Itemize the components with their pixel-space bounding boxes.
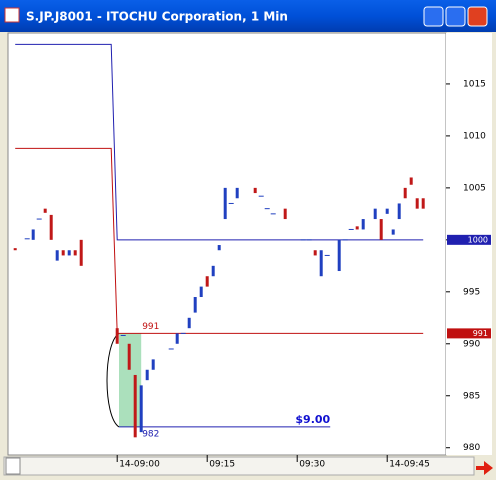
candle (145, 369, 149, 381)
candle (175, 333, 179, 344)
y-tick-label: 990 (463, 339, 480, 349)
level-line (15, 147, 424, 334)
candle (403, 187, 407, 199)
title-bar (0, 0, 496, 32)
candle (337, 239, 341, 272)
level-line (15, 43, 424, 241)
plot-area (7, 32, 447, 456)
measure-bracket (106, 332, 120, 428)
candle (187, 317, 191, 329)
candle (199, 286, 203, 298)
candle (342, 239, 348, 241)
y-tick-label: 980 (463, 443, 480, 453)
x-tick-label: 14-09:00 (119, 460, 160, 470)
candle (67, 250, 71, 256)
y-tick-label: 1010 (463, 131, 486, 141)
candle (127, 343, 131, 370)
candle (258, 195, 264, 197)
candle (361, 219, 365, 230)
candle (193, 297, 197, 313)
candle (397, 203, 401, 220)
minimize-button[interactable] (423, 6, 444, 27)
candle (24, 238, 30, 240)
candle (235, 187, 239, 199)
measure-amount: $9.00 (295, 413, 330, 426)
candle (355, 226, 359, 230)
y-tick-label: 1015 (463, 79, 486, 89)
price-tag (447, 328, 491, 339)
candle (300, 239, 306, 241)
scroll-thumb[interactable] (5, 457, 21, 475)
y-tick-label: 985 (463, 391, 480, 401)
candle (133, 374, 137, 438)
candle (211, 265, 215, 277)
candle (264, 208, 270, 210)
candle (151, 359, 155, 370)
candle (385, 208, 389, 214)
measure-high-label: 991 (142, 322, 159, 332)
x-tick-label: 09:30 (299, 460, 325, 470)
candle (49, 214, 53, 240)
candle (228, 202, 234, 204)
candle (115, 328, 119, 344)
candle (306, 239, 312, 241)
candle (13, 248, 17, 251)
candle (270, 213, 276, 215)
candle (324, 254, 330, 256)
y-tick-label: 995 (463, 287, 480, 297)
scrollbar[interactable] (3, 456, 475, 476)
candle (223, 187, 227, 220)
candle (319, 250, 323, 277)
scroll-right-arrow[interactable] (476, 461, 493, 475)
candle (313, 250, 317, 256)
x-tick-label: 09:15 (209, 460, 235, 470)
price-tag (447, 234, 491, 245)
candle (373, 208, 377, 220)
candle (283, 208, 287, 220)
candle (36, 218, 42, 220)
candle (61, 250, 65, 256)
candle (43, 208, 47, 213)
candle (391, 229, 395, 235)
candle (79, 239, 83, 266)
price-tag-label: 991 (473, 329, 488, 338)
candle (415, 198, 419, 209)
candle (421, 198, 425, 209)
x-tick-label: 14-09:45 (389, 460, 430, 470)
y-tick-label: 1005 (463, 183, 486, 193)
measure-low-label: 982 (142, 429, 159, 439)
candle (73, 250, 77, 256)
candle (217, 245, 221, 251)
candle (55, 250, 59, 261)
close-button[interactable] (467, 6, 488, 27)
candle (205, 276, 209, 287)
candle (168, 348, 174, 350)
candle (253, 187, 257, 194)
candle (180, 332, 186, 334)
app-icon (4, 7, 20, 23)
candle (348, 228, 354, 230)
candle (139, 385, 143, 433)
candle (120, 334, 126, 336)
candle (31, 229, 35, 240)
price-tag-label: 1000 (468, 235, 488, 244)
maximize-button[interactable] (445, 6, 466, 27)
candle (409, 177, 413, 185)
window-title: S.JP.J8001 - ITOCHU Corporation, 1 Min (26, 10, 288, 24)
candle (379, 219, 383, 240)
